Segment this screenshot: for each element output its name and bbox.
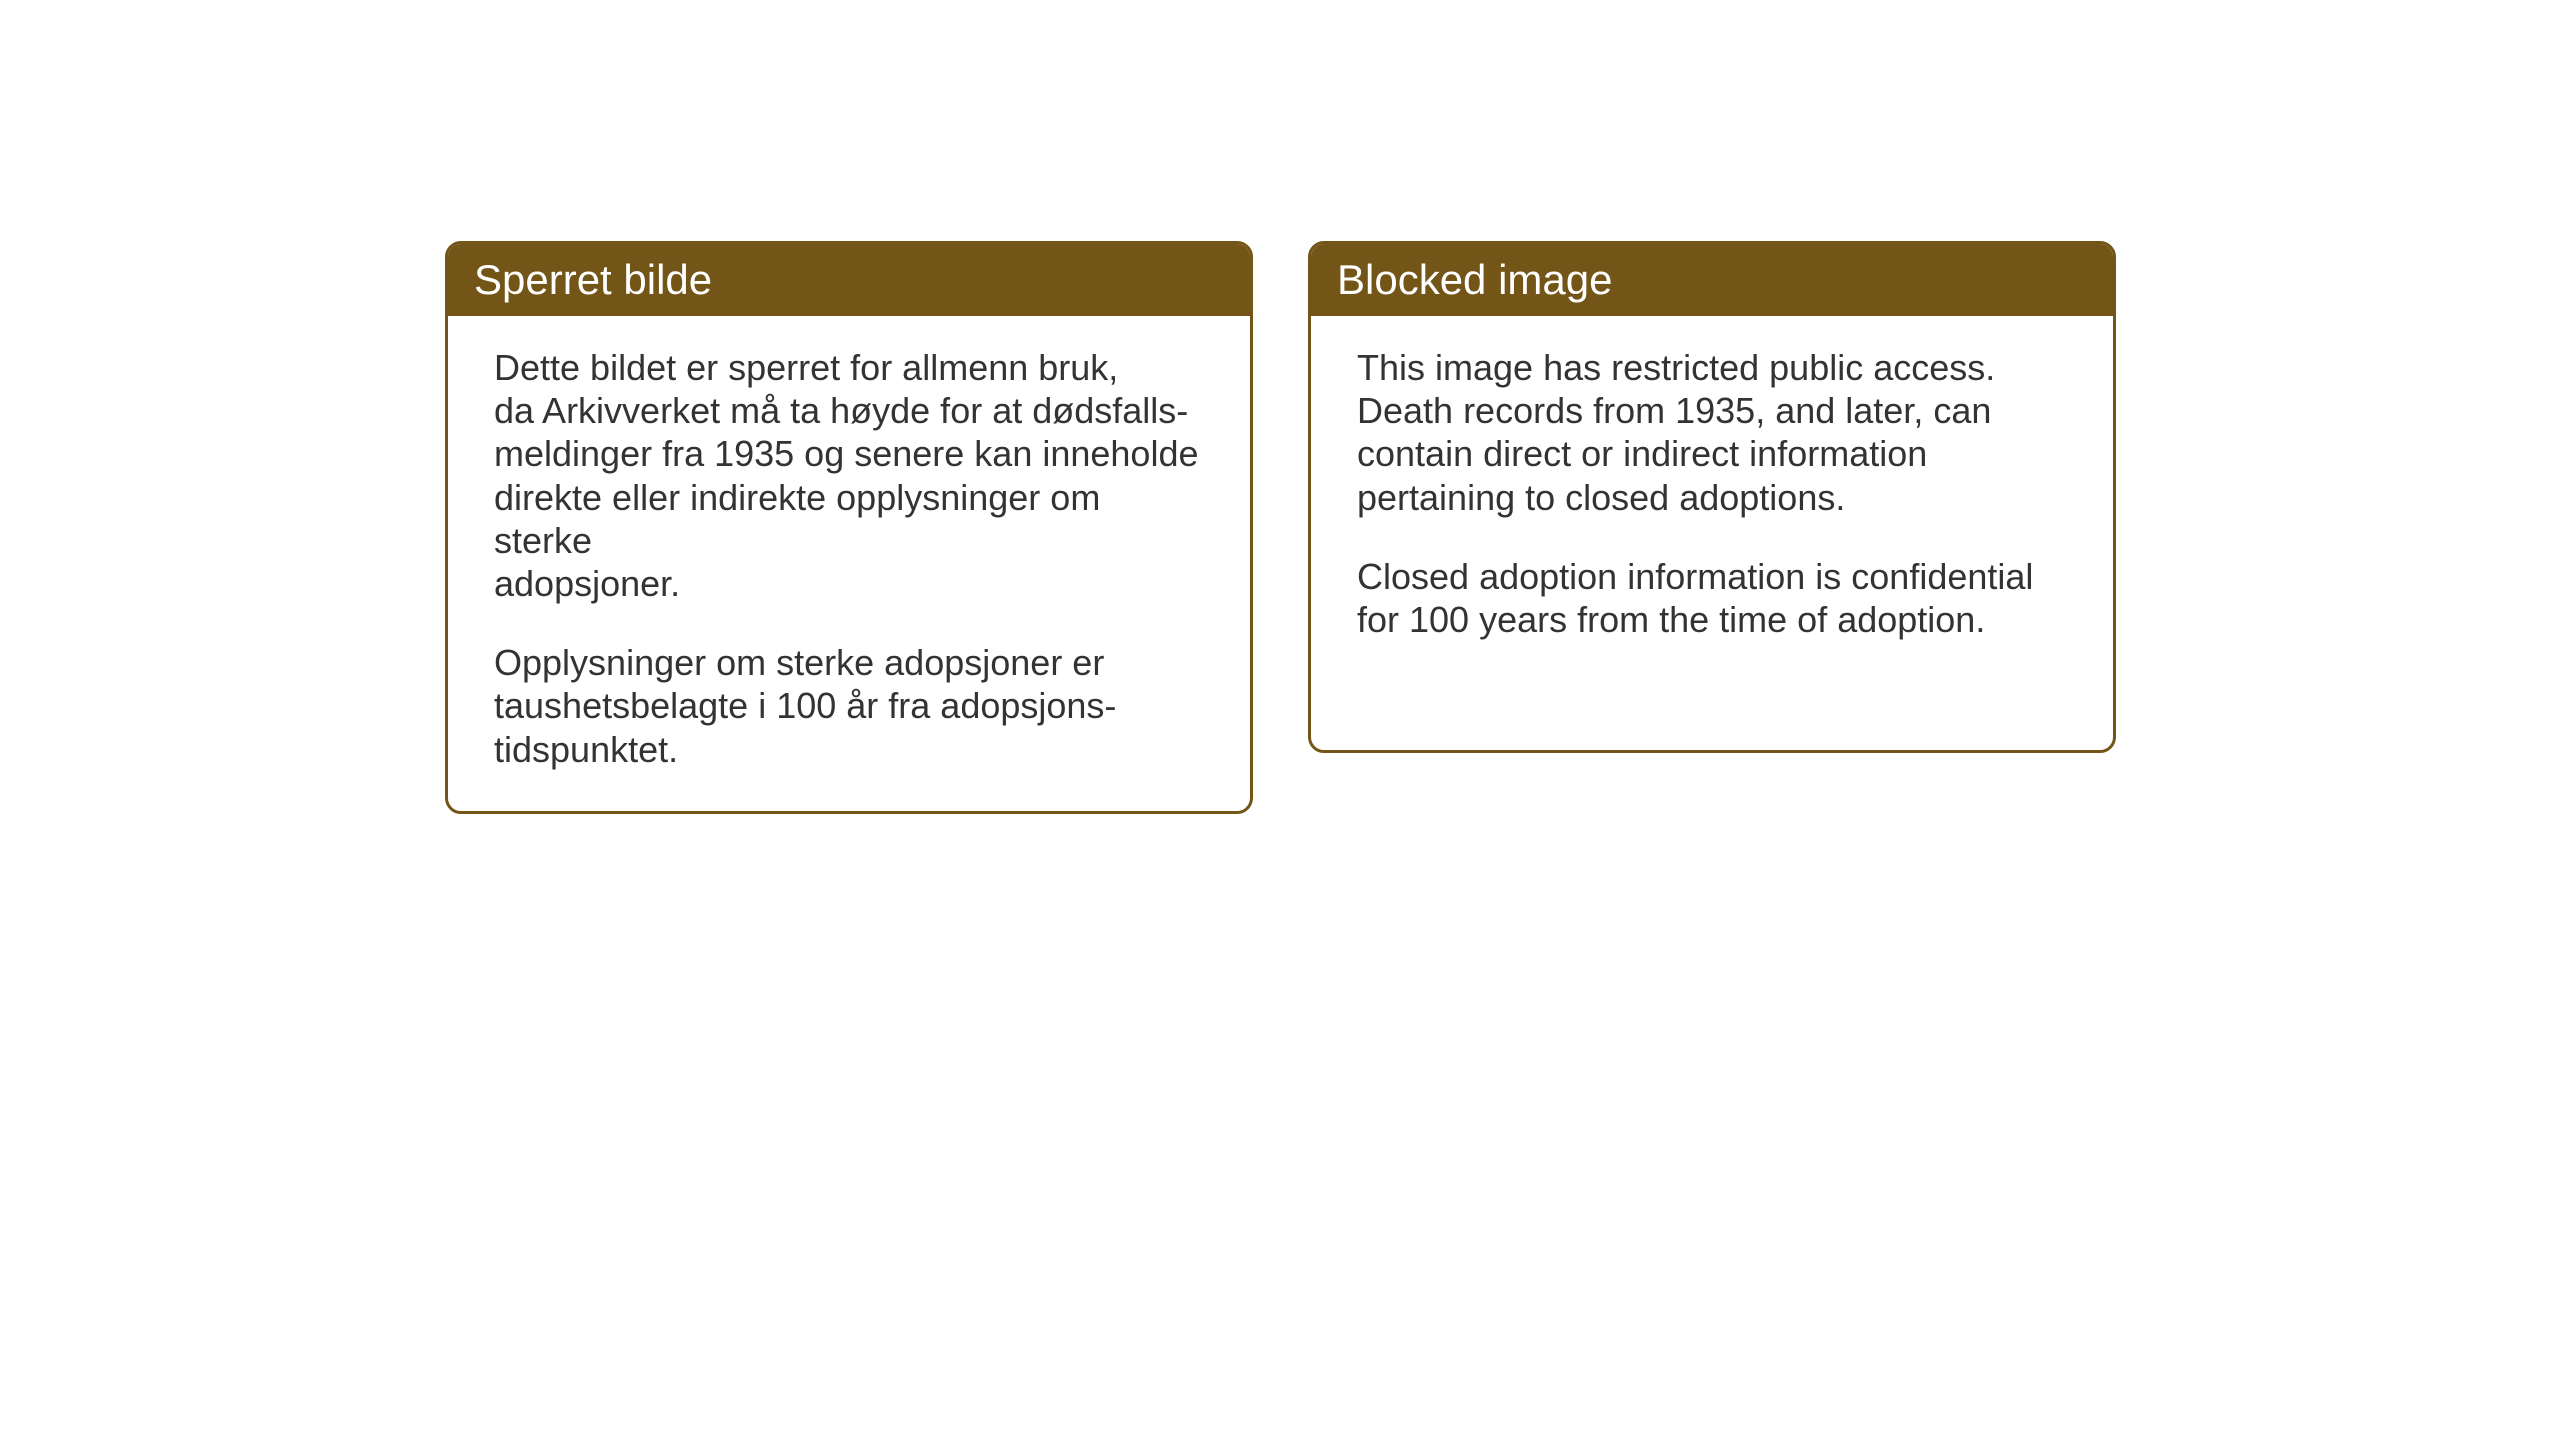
norwegian-card-title: Sperret bilde xyxy=(448,244,1250,316)
norwegian-paragraph-1: Dette bildet er sperret for allmenn bruk… xyxy=(494,346,1204,605)
norwegian-notice-card: Sperret bilde Dette bildet er sperret fo… xyxy=(445,241,1253,814)
norwegian-paragraph-2: Opplysninger om sterke adopsjoner er tau… xyxy=(494,641,1204,771)
norwegian-card-body: Dette bildet er sperret for allmenn bruk… xyxy=(448,316,1250,811)
english-card-title: Blocked image xyxy=(1311,244,2113,316)
english-card-body: This image has restricted public access.… xyxy=(1311,316,2113,681)
english-paragraph-1: This image has restricted public access.… xyxy=(1357,346,2067,519)
notice-cards-container: Sperret bilde Dette bildet er sperret fo… xyxy=(445,241,2116,814)
english-notice-card: Blocked image This image has restricted … xyxy=(1308,241,2116,753)
english-paragraph-2: Closed adoption information is confident… xyxy=(1357,555,2067,641)
